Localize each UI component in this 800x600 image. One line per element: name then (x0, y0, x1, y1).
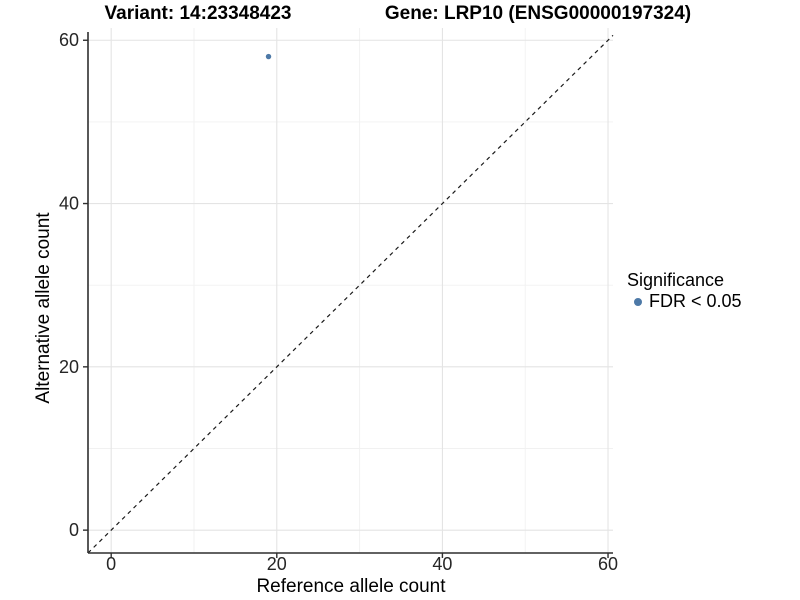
legend-marker-dot-icon (634, 297, 642, 306)
y-tick-label: 0 (69, 520, 79, 540)
y-tick-label: 20 (59, 357, 79, 377)
x-tick-label: 20 (267, 554, 287, 574)
x-axis-title: Reference allele count (256, 576, 446, 597)
x-tick-label: 60 (598, 554, 618, 574)
variant-title: Variant: 14:23348423 (104, 3, 292, 24)
legend: Significance FDR < 0.05 (627, 270, 742, 312)
legend-title: Significance (627, 270, 725, 290)
x-tick-label: 40 (432, 554, 452, 574)
legend-item-label: FDR < 0.05 (649, 291, 742, 311)
y-tick-label: 40 (59, 194, 79, 214)
legend-item-fdr: FDR < 0.05 (634, 291, 742, 312)
x-tick-label: 0 (106, 554, 116, 574)
gene-title: Gene: LRP10 (ENSG00000197324) (384, 3, 692, 24)
y-tick-label: 60 (59, 30, 79, 50)
data-point (265, 53, 272, 60)
identity-line (87, 34, 614, 554)
